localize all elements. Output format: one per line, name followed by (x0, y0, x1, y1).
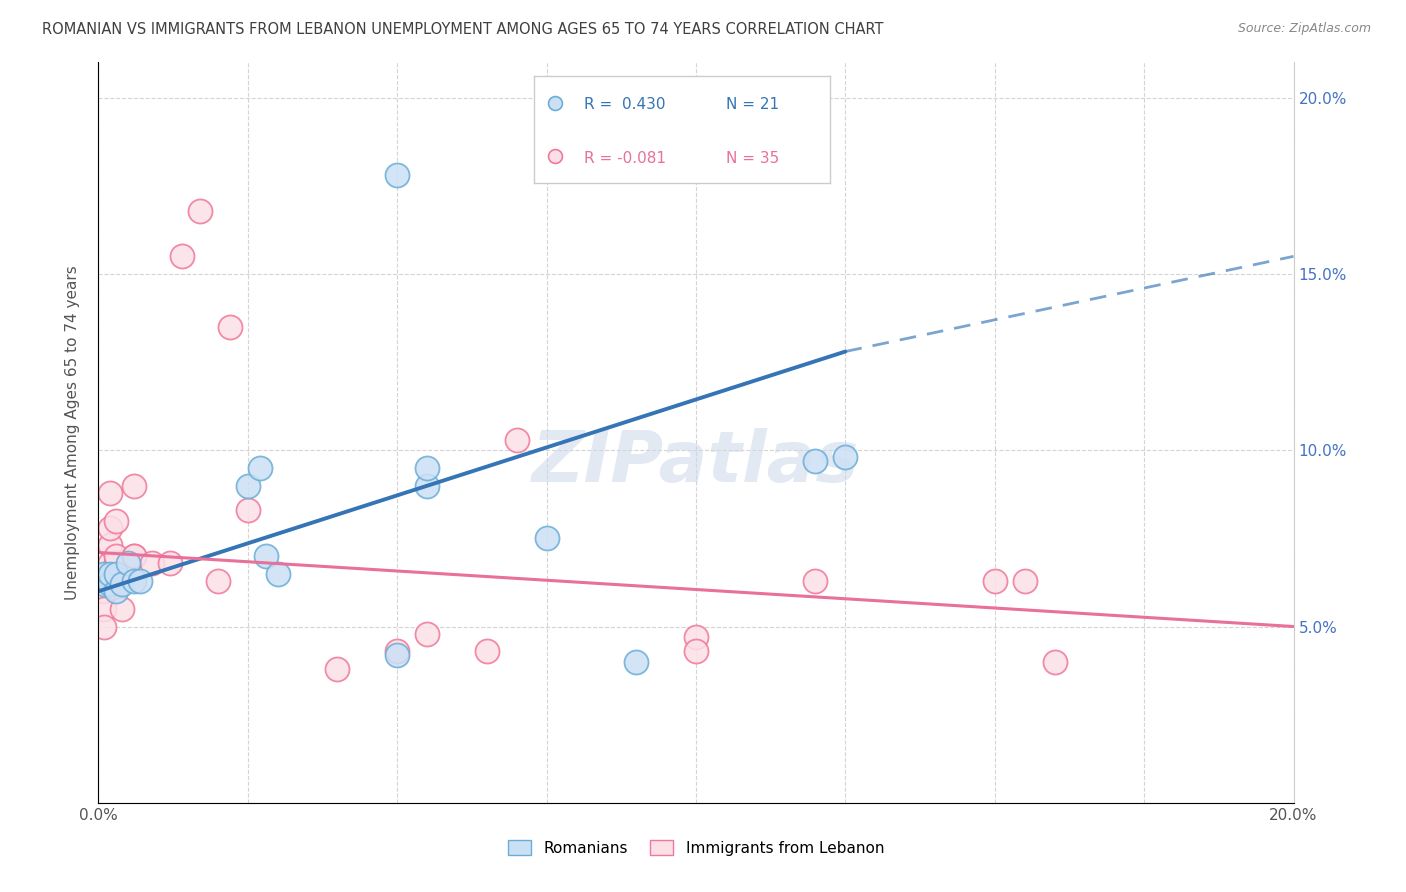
Text: Source: ZipAtlas.com: Source: ZipAtlas.com (1237, 22, 1371, 36)
Point (685, 644, 707, 658)
Point (93, 566, 115, 581)
Point (124, 549, 146, 563)
Point (236, 503, 259, 517)
Point (117, 556, 139, 570)
Point (93, 577, 115, 591)
Point (124, 574, 146, 588)
Point (475, 644, 498, 658)
Text: ZIPatlas: ZIPatlas (533, 428, 859, 497)
Point (98, 566, 122, 581)
Point (93, 584, 115, 599)
Point (105, 584, 128, 599)
Point (249, 461, 271, 475)
Text: N = 35: N = 35 (725, 151, 779, 166)
Point (124, 478, 146, 492)
Text: ROMANIAN VS IMMIGRANTS FROM LEBANON UNEMPLOYMENT AMONG AGES 65 TO 74 YEARS CORRE: ROMANIAN VS IMMIGRANTS FROM LEBANON UNEM… (42, 22, 884, 37)
Point (93, 619, 115, 633)
Point (98, 556, 122, 570)
Point (93, 602, 115, 616)
Point (105, 566, 128, 581)
Point (105, 574, 128, 588)
Point (536, 532, 558, 546)
Point (129, 574, 152, 588)
Point (105, 556, 128, 570)
Point (98, 570, 122, 584)
Point (98, 577, 122, 591)
Point (105, 574, 128, 588)
Point (172, 249, 194, 263)
Point (416, 461, 439, 475)
Legend: Romanians, Immigrants from Lebanon: Romanians, Immigrants from Lebanon (502, 834, 890, 862)
Point (385, 644, 409, 658)
Point (834, 450, 856, 465)
Point (804, 574, 827, 588)
Point (1014, 574, 1036, 588)
Point (124, 549, 146, 563)
Point (385, 168, 409, 182)
Point (506, 433, 529, 447)
Point (984, 574, 1007, 588)
Point (804, 454, 827, 468)
Point (219, 319, 242, 334)
Y-axis label: Unemployment Among Ages 65 to 74 years: Unemployment Among Ages 65 to 74 years (65, 265, 80, 600)
Point (254, 549, 277, 563)
Text: N = 21: N = 21 (725, 97, 779, 112)
Point (188, 203, 211, 218)
Point (416, 478, 439, 492)
Point (111, 574, 134, 588)
Point (326, 662, 349, 676)
Point (98, 521, 122, 535)
Point (626, 655, 648, 669)
Point (111, 577, 134, 591)
Point (98, 538, 122, 552)
Point (267, 566, 290, 581)
Point (105, 549, 128, 563)
Point (685, 630, 707, 644)
Point (93, 566, 115, 581)
Point (416, 626, 439, 640)
Point (105, 514, 128, 528)
Point (236, 478, 259, 492)
Text: R =  0.430: R = 0.430 (585, 97, 666, 112)
Point (385, 648, 409, 662)
Point (141, 556, 163, 570)
Text: R = -0.081: R = -0.081 (585, 151, 666, 166)
Point (1043, 655, 1066, 669)
Point (159, 556, 181, 570)
Point (98, 485, 122, 500)
Point (111, 602, 134, 616)
Point (207, 574, 229, 588)
